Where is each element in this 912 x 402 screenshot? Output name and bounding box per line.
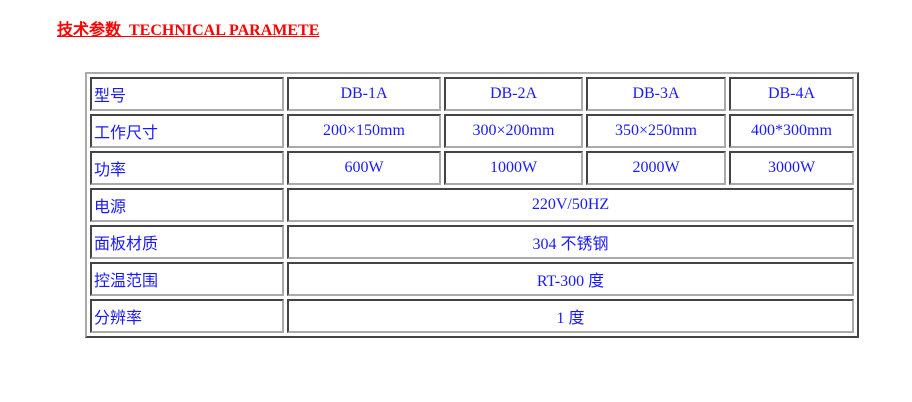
table-row: 型号 DB-1A DB-2A DB-3A DB-4A	[90, 77, 854, 111]
table-row: 控温范围 RT-300 度	[90, 262, 854, 296]
table-cell: RT-300 度	[287, 262, 854, 296]
table-cell: 1000W	[444, 151, 583, 185]
row-label: 工作尺寸	[90, 114, 284, 148]
table-row: 分辨率 1 度	[90, 299, 854, 333]
table-cell: 3000W	[729, 151, 854, 185]
row-label: 功率	[90, 151, 284, 185]
table-cell: 200×150mm	[287, 114, 441, 148]
row-label: 控温范围	[90, 262, 284, 296]
table-cell: 1 度	[287, 299, 854, 333]
table-cell: 600W	[287, 151, 441, 185]
table-row: 工作尺寸 200×150mm 300×200mm 350×250mm 400*3…	[90, 114, 854, 148]
page-title: 技术参数 TECHNICAL PARAMETE	[57, 22, 320, 39]
table-cell: 2000W	[586, 151, 726, 185]
table-cell: 400*300mm	[729, 114, 854, 148]
table-row: 面板材质 304 不锈钢	[90, 225, 854, 259]
model-header: DB-4A	[729, 77, 854, 111]
table-cell: 220V/50HZ	[287, 188, 854, 222]
table-row: 功率 600W 1000W 2000W 3000W	[90, 151, 854, 185]
model-header: DB-2A	[444, 77, 583, 111]
model-header: DB-1A	[287, 77, 441, 111]
row-label: 电源	[90, 188, 284, 222]
row-label: 型号	[90, 77, 284, 111]
row-label: 面板材质	[90, 225, 284, 259]
table-cell: 300×200mm	[444, 114, 583, 148]
table-row: 电源 220V/50HZ	[90, 188, 854, 222]
row-label: 分辨率	[90, 299, 284, 333]
technical-parameters-table: 型号 DB-1A DB-2A DB-3A DB-4A 工作尺寸 200×150m…	[85, 72, 859, 338]
table-cell: 350×250mm	[586, 114, 726, 148]
table-cell: 304 不锈钢	[287, 225, 854, 259]
model-header: DB-3A	[586, 77, 726, 111]
